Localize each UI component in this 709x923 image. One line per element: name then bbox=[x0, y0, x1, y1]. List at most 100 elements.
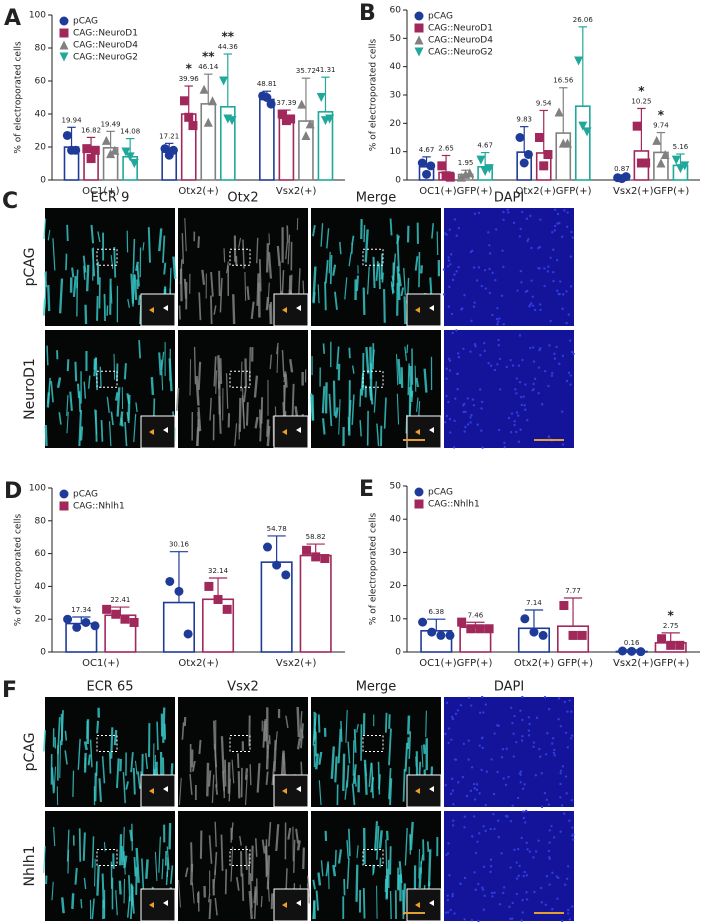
value-label: 10.25 bbox=[631, 97, 651, 105]
cell bbox=[407, 715, 411, 735]
cell bbox=[193, 346, 197, 385]
cell bbox=[269, 354, 273, 370]
data-point bbox=[59, 52, 69, 62]
nucleus bbox=[559, 772, 562, 775]
nucleus bbox=[568, 819, 571, 823]
arrowhead bbox=[149, 902, 154, 908]
cell bbox=[313, 727, 316, 743]
cell bbox=[72, 275, 77, 298]
nucleus bbox=[477, 919, 480, 923]
cell bbox=[377, 761, 381, 795]
nucleus bbox=[553, 748, 556, 752]
cell bbox=[266, 855, 271, 890]
nucleus bbox=[525, 217, 529, 220]
value-label: 7.77 bbox=[565, 587, 581, 595]
cell bbox=[356, 723, 359, 733]
data-point bbox=[183, 629, 193, 639]
data-point bbox=[227, 116, 237, 126]
cell bbox=[359, 420, 362, 437]
cell bbox=[337, 849, 343, 864]
cell bbox=[409, 821, 414, 851]
nucleus bbox=[568, 339, 572, 342]
cell bbox=[344, 277, 348, 300]
cell bbox=[414, 256, 419, 271]
nucleus bbox=[463, 815, 467, 818]
cell bbox=[312, 225, 316, 237]
cell bbox=[162, 235, 166, 263]
panel-label: B bbox=[359, 1, 376, 26]
data-point bbox=[414, 499, 424, 509]
nucleus bbox=[470, 919, 474, 922]
nucleus bbox=[467, 758, 470, 761]
cell bbox=[302, 847, 305, 870]
arrowhead bbox=[282, 788, 287, 794]
cell bbox=[410, 390, 414, 403]
nucleus bbox=[451, 892, 454, 896]
cell bbox=[130, 883, 133, 906]
cell bbox=[77, 738, 81, 770]
nucleus bbox=[516, 414, 520, 417]
data-point bbox=[543, 150, 553, 159]
cell bbox=[253, 375, 259, 398]
data-point bbox=[199, 84, 209, 94]
data-point bbox=[445, 630, 455, 640]
data-point bbox=[568, 630, 578, 640]
data-point bbox=[445, 172, 455, 182]
cell bbox=[370, 777, 375, 793]
cell bbox=[83, 752, 87, 773]
nucleus bbox=[462, 347, 465, 351]
nucleus bbox=[448, 359, 452, 362]
nucleus bbox=[447, 727, 451, 730]
nucleus bbox=[530, 302, 533, 305]
value-label: 19.49 bbox=[101, 120, 121, 128]
cell bbox=[385, 830, 389, 841]
data-point bbox=[72, 622, 82, 632]
nucleus bbox=[561, 307, 564, 311]
roi-box bbox=[362, 370, 384, 388]
nucleus bbox=[523, 404, 526, 407]
nucleus bbox=[563, 700, 567, 704]
cell bbox=[154, 851, 158, 881]
nucleus bbox=[480, 768, 483, 772]
cell bbox=[314, 713, 317, 727]
nucleus bbox=[504, 783, 508, 787]
y-tick-label: 60 bbox=[390, 6, 402, 16]
cell bbox=[90, 224, 95, 244]
arrowhead bbox=[282, 902, 287, 908]
cell bbox=[298, 268, 301, 295]
nucleus bbox=[551, 737, 555, 740]
cell bbox=[241, 873, 245, 901]
cell bbox=[268, 233, 270, 245]
cell bbox=[378, 830, 383, 849]
nucleus bbox=[450, 715, 454, 719]
cell bbox=[317, 872, 322, 886]
nucleus bbox=[484, 287, 487, 290]
cell bbox=[383, 289, 386, 323]
nucleus bbox=[537, 839, 540, 842]
inset bbox=[406, 774, 442, 808]
cell bbox=[225, 373, 229, 409]
inset bbox=[406, 415, 442, 449]
panel-label: C bbox=[2, 189, 18, 214]
nucleus bbox=[470, 704, 473, 707]
error-bar bbox=[204, 73, 213, 104]
cell bbox=[365, 347, 370, 374]
micrograph bbox=[311, 208, 442, 327]
data-point bbox=[427, 627, 437, 637]
cell bbox=[60, 897, 65, 914]
cell bbox=[285, 715, 289, 729]
nucleus bbox=[548, 344, 551, 347]
cell bbox=[96, 720, 100, 734]
cell bbox=[290, 274, 293, 295]
nucleus bbox=[543, 284, 546, 288]
cell bbox=[208, 770, 212, 787]
panel-label: A bbox=[4, 6, 21, 31]
nucleus bbox=[502, 265, 505, 269]
nucleus bbox=[515, 877, 519, 880]
cell bbox=[56, 377, 62, 389]
nucleus bbox=[532, 741, 536, 744]
bar bbox=[278, 117, 295, 181]
y-tick-label: 100 bbox=[29, 484, 46, 494]
row-label: Nhlh1 bbox=[22, 845, 38, 886]
nucleus bbox=[451, 824, 455, 827]
